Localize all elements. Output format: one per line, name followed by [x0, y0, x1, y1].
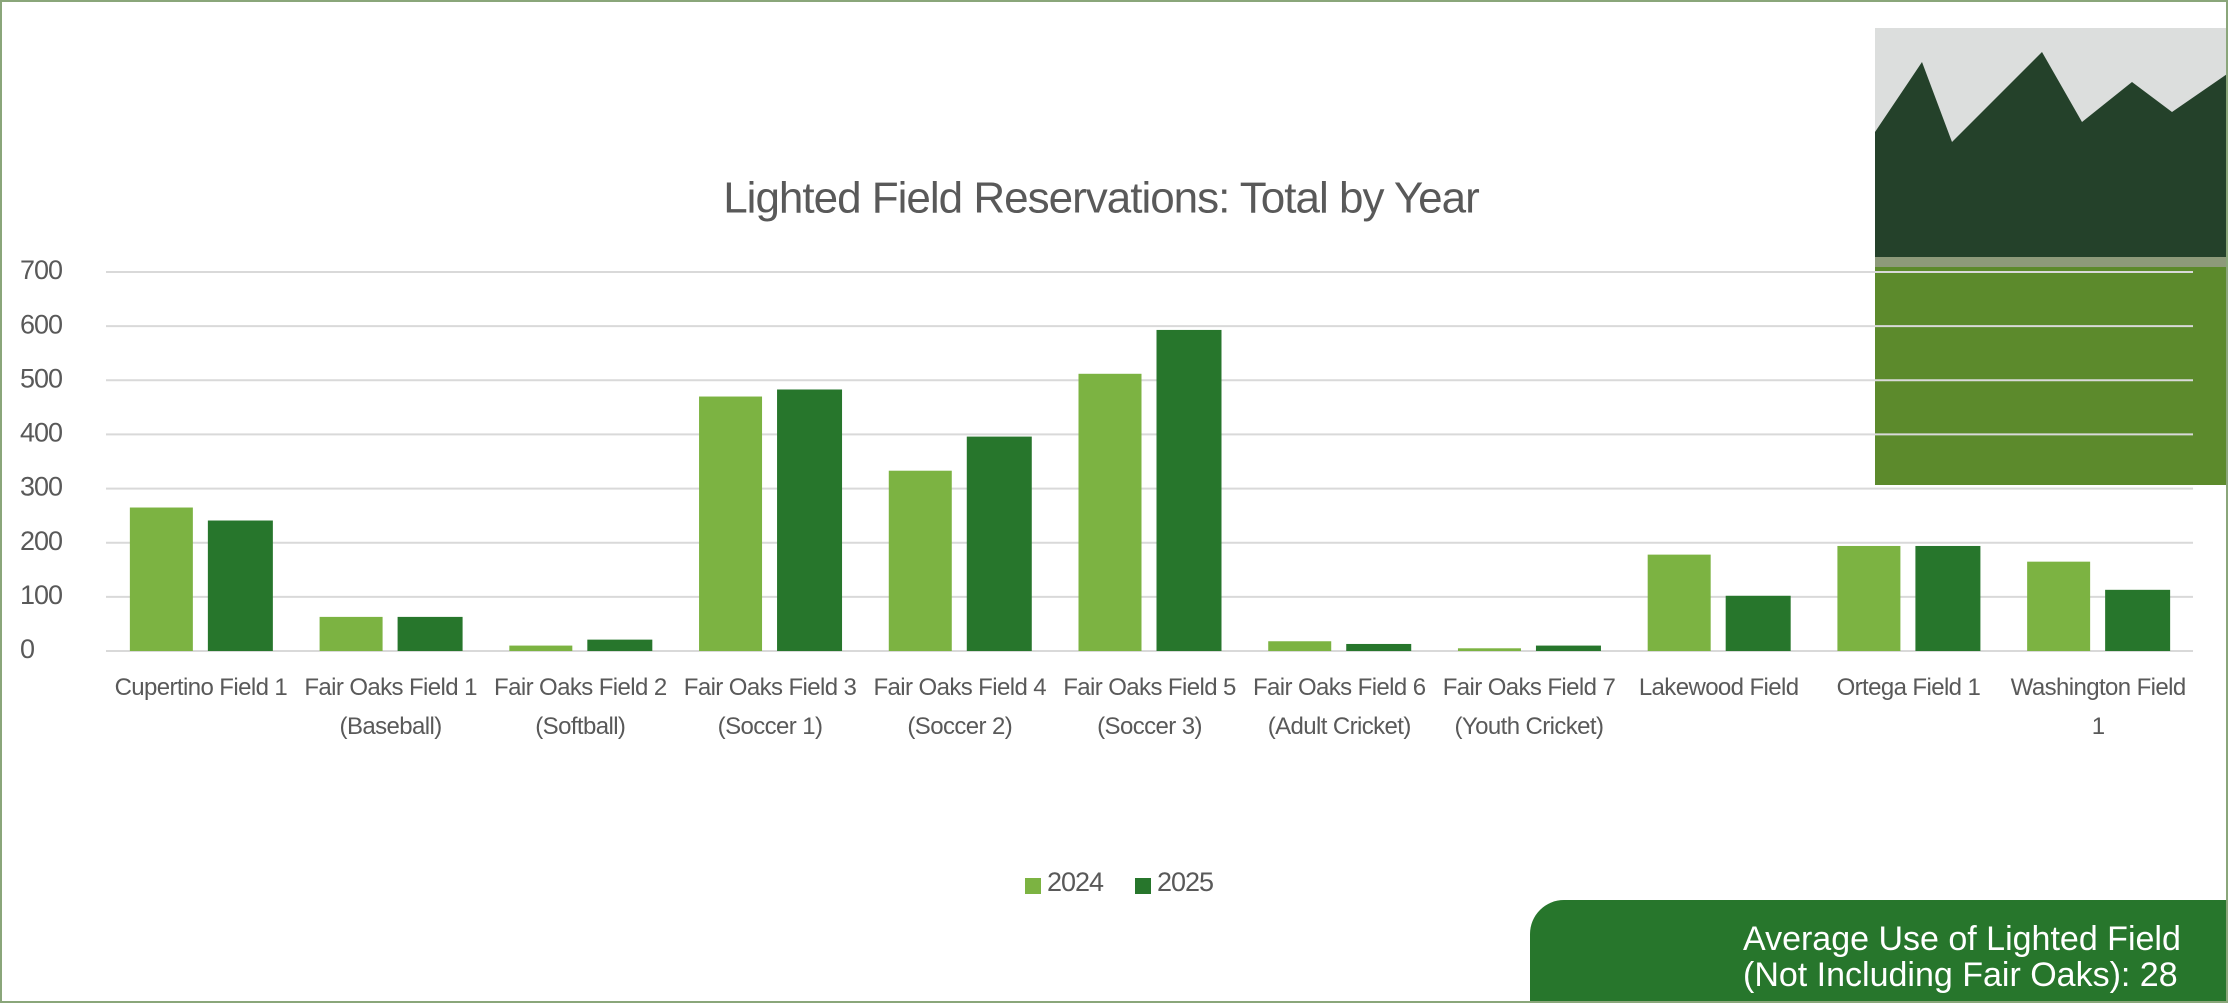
legend-swatch	[1025, 878, 1041, 894]
y-tick-label: 100	[20, 580, 62, 610]
bar	[967, 437, 1032, 651]
y-tick-label: 200	[20, 526, 62, 556]
legend-label: 2024	[1047, 867, 1104, 897]
y-tick-label: 400	[20, 418, 62, 448]
x-tick-label: Fair Oaks Field 3 (Soccer 1)	[677, 668, 863, 746]
bar	[1079, 374, 1142, 651]
bar	[2105, 590, 2170, 651]
legend-swatch	[1135, 878, 1151, 894]
y-tick-label: 0	[20, 634, 34, 664]
photo	[1875, 28, 2228, 485]
bar	[1157, 330, 1222, 651]
bar	[208, 521, 273, 651]
bar	[1536, 646, 1601, 651]
x-tick-label: Fair Oaks Field 5 (Soccer 3)	[1057, 668, 1243, 746]
bar	[130, 508, 193, 651]
callout-box: Average Use of Lighted Field (Not Includ…	[1530, 900, 2228, 1003]
bar	[398, 617, 463, 651]
x-tick-label: Fair Oaks Field 6 (Adult Cricket)	[1246, 668, 1432, 746]
bar	[1837, 546, 1900, 651]
y-tick-label: 500	[20, 363, 62, 393]
y-tick-label: 300	[20, 472, 62, 502]
callout-text: Average Use of Lighted Field	[1743, 920, 2181, 959]
y-tick-label: 600	[20, 309, 62, 339]
chart-title: Lighted Field Reservations: Total by Yea…	[723, 174, 1479, 223]
x-tick-label: Fair Oaks Field 7 (Youth Cricket)	[1436, 668, 1622, 746]
bar	[1915, 546, 1980, 651]
x-tick-label: Ortega Field 1	[1815, 668, 2001, 707]
x-tick-label: Cupertino Field 1	[108, 668, 294, 707]
x-tick-label: Lakewood Field	[1626, 668, 1812, 707]
bar	[1346, 644, 1411, 651]
x-tick-label: Fair Oaks Field 1 (Baseball)	[298, 668, 484, 746]
x-tick-label: Fair Oaks Field 4 (Soccer 2)	[867, 668, 1053, 746]
bar	[1726, 596, 1791, 651]
callout-text: (Not Including Fair Oaks): 28	[1743, 956, 2178, 995]
bar	[1268, 641, 1331, 651]
bar	[777, 389, 842, 651]
y-tick-label: 700	[20, 255, 62, 285]
x-tick-label: Washington Field 1	[2005, 668, 2191, 746]
bar	[320, 617, 383, 651]
slide: Lighted Field Reservations: Total by Yea…	[0, 0, 2228, 1003]
bar	[509, 646, 572, 651]
legend-label: 2025	[1157, 867, 1213, 897]
bar	[1458, 648, 1521, 651]
bar	[587, 640, 652, 651]
bar	[699, 397, 762, 651]
bar	[889, 471, 952, 651]
bar	[1648, 555, 1711, 651]
x-tick-label: Fair Oaks Field 2 (Softball)	[487, 668, 673, 746]
chart: Lighted Field Reservations: Total by Yea…	[2, 2, 2228, 1003]
bar	[2027, 562, 2090, 651]
